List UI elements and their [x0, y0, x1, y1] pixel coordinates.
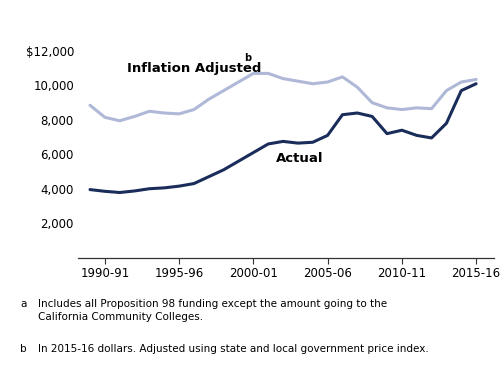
Text: Actual: Actual — [276, 152, 323, 165]
Text: Includes all Proposition 98 funding except the amount going to the
California Co: Includes all Proposition 98 funding exce… — [38, 299, 387, 322]
Text: b: b — [244, 53, 251, 63]
Text: Inflation Adjusted: Inflation Adjusted — [127, 62, 262, 75]
Text: a: a — [20, 299, 27, 309]
Text: b: b — [20, 344, 27, 354]
Text: In 2015-16 dollars. Adjusted using state and local government price index.: In 2015-16 dollars. Adjusted using state… — [38, 344, 428, 354]
